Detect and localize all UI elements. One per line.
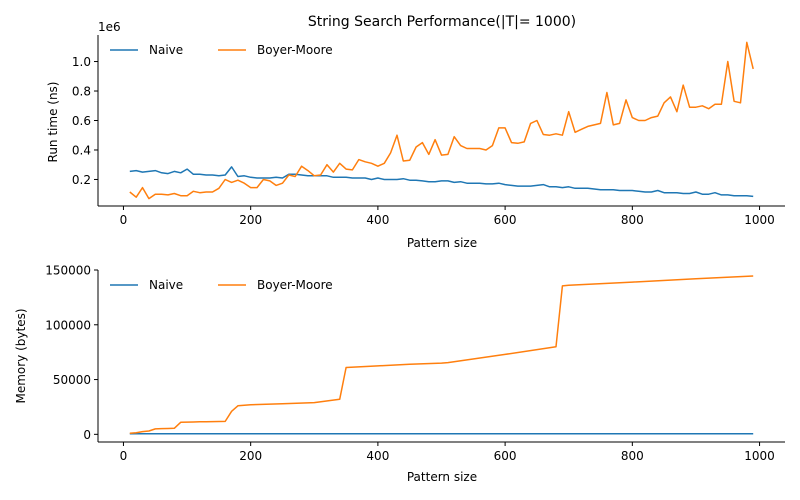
series-line-boyer-moore [129,275,754,434]
x-tick-label: 400 [366,449,389,463]
x-axis-label: Pattern size [407,470,477,484]
x-tick-label: 800 [621,449,644,463]
y-tick-label: 0.2 [72,173,91,187]
axes [97,270,785,443]
series-lines [129,275,754,435]
x-tick-label: 400 [366,213,389,227]
legend-label: Naive [149,278,183,292]
y-tick-label: 150000 [45,264,91,278]
y-tick-label: 0 [83,428,91,442]
series-line-boyer-moore [129,41,754,200]
y-axis-label: Memory (bytes) [14,308,28,403]
ticks: 0 200 400 600 800 1000 0.2 0.4 0.6 0.8 1.0 [72,55,775,227]
series-lines [129,41,754,200]
legend: Naive Boyer-Moore [110,278,333,292]
y-tick-label: 0.6 [72,114,91,128]
x-tick-label: 600 [494,449,517,463]
memory-chart: Pattern size Memory (bytes) 0 200 400 600 80… [14,264,785,484]
axes [97,35,785,207]
y-offset-label: 1e6 [98,20,121,34]
y-tick-label: 0.8 [72,85,91,99]
x-tick-label: 200 [239,449,262,463]
x-tick-label: 800 [621,213,644,227]
series-line-naive [129,166,754,198]
y-tick-label: 0.4 [72,143,91,157]
x-tick-label: 1000 [744,213,775,227]
y-tick-label: 1.0 [72,55,91,69]
legend-label: Boyer-Moore [257,278,333,292]
x-tick-label: 1000 [744,449,775,463]
y-axis-label: Run time (ns) [46,82,60,163]
x-tick-label: 0 [120,449,128,463]
x-axis-label: Pattern size [407,236,477,250]
y-tick-label: 100000 [45,318,91,332]
runtime-chart: String Search Performance(|T|= 1000) 1e6… [46,14,785,250]
x-tick-label: 200 [239,213,262,227]
x-tick-label: 600 [494,213,517,227]
legend: Naive Boyer-Moore [110,43,333,57]
ticks: 0 200 400 600 800 1000 0 50000 100000 150000 [45,264,775,464]
legend-label: Boyer-Moore [257,43,333,57]
y-tick-label: 50000 [53,373,91,387]
x-tick-label: 0 [120,213,128,227]
legend-label: Naive [149,43,183,57]
chart-title: String Search Performance(|T|= 1000) [308,14,576,30]
